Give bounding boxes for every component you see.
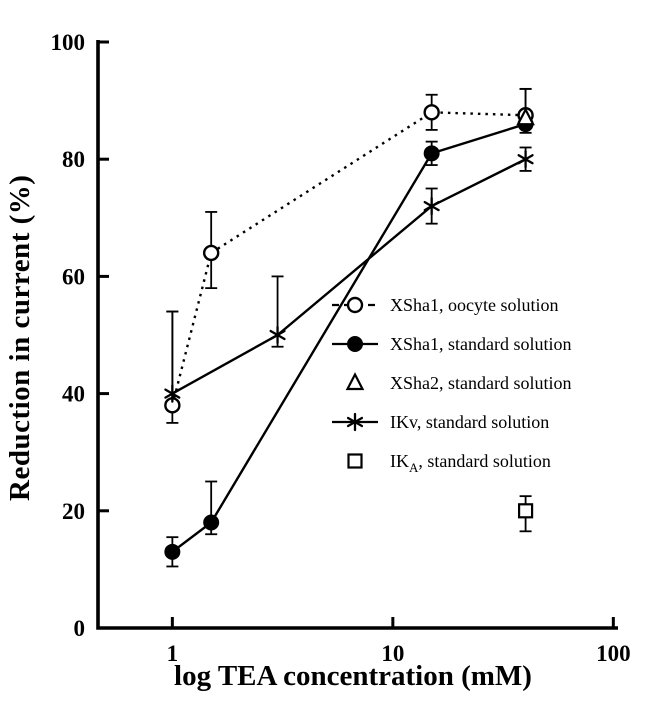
x-tick-label: 100 xyxy=(596,641,631,666)
series-line-0 xyxy=(171,111,526,406)
legend-entry-3: IKv, standard solution xyxy=(332,412,549,432)
legend-label-3: IKv, standard solution xyxy=(390,412,549,432)
y-tick-label: 60 xyxy=(62,264,85,289)
series-4-markers xyxy=(517,503,534,519)
y-tick-label: 80 xyxy=(62,147,85,172)
y-axis-label: Reduction in current (%) xyxy=(4,174,36,501)
legend-entry-0: XSha1, oocyte solution xyxy=(332,295,559,315)
y-tick-label: 40 xyxy=(62,382,85,407)
y-tick-label: 0 xyxy=(74,616,86,641)
series-line-3 xyxy=(171,158,527,395)
legend-label-0: XSha1, oocyte solution xyxy=(390,295,559,315)
legend-entry-2: XSha2, standard solution xyxy=(345,372,572,393)
series-lines xyxy=(171,111,527,553)
legend: XSha1, oocyte solution XSha1, standard so… xyxy=(332,295,572,475)
axes: 0 20 40 60 80 100 1 10 100 xyxy=(51,30,631,666)
legend-label-1: XSha1, standard solution xyxy=(390,334,572,354)
legend-entry-1: XSha1, standard solution xyxy=(332,334,572,354)
y-tick-label: 100 xyxy=(51,30,86,55)
series-line-1 xyxy=(171,122,526,553)
error-bars xyxy=(166,87,532,568)
y-tick-label: 20 xyxy=(62,499,85,524)
series-markers xyxy=(164,104,535,560)
x-tick-label: 1 xyxy=(167,641,179,666)
legend-entry-4: IKA, standard solution xyxy=(347,451,551,475)
x-tick-label: 10 xyxy=(381,641,404,666)
series-3-markers xyxy=(164,150,534,403)
legend-label-2: XSha2, standard solution xyxy=(390,373,572,393)
legend-label-4: IKA, standard solution xyxy=(390,451,551,475)
x-axis-label: log TEA concentration (mM) xyxy=(174,660,532,692)
series-2-markers xyxy=(516,107,535,126)
